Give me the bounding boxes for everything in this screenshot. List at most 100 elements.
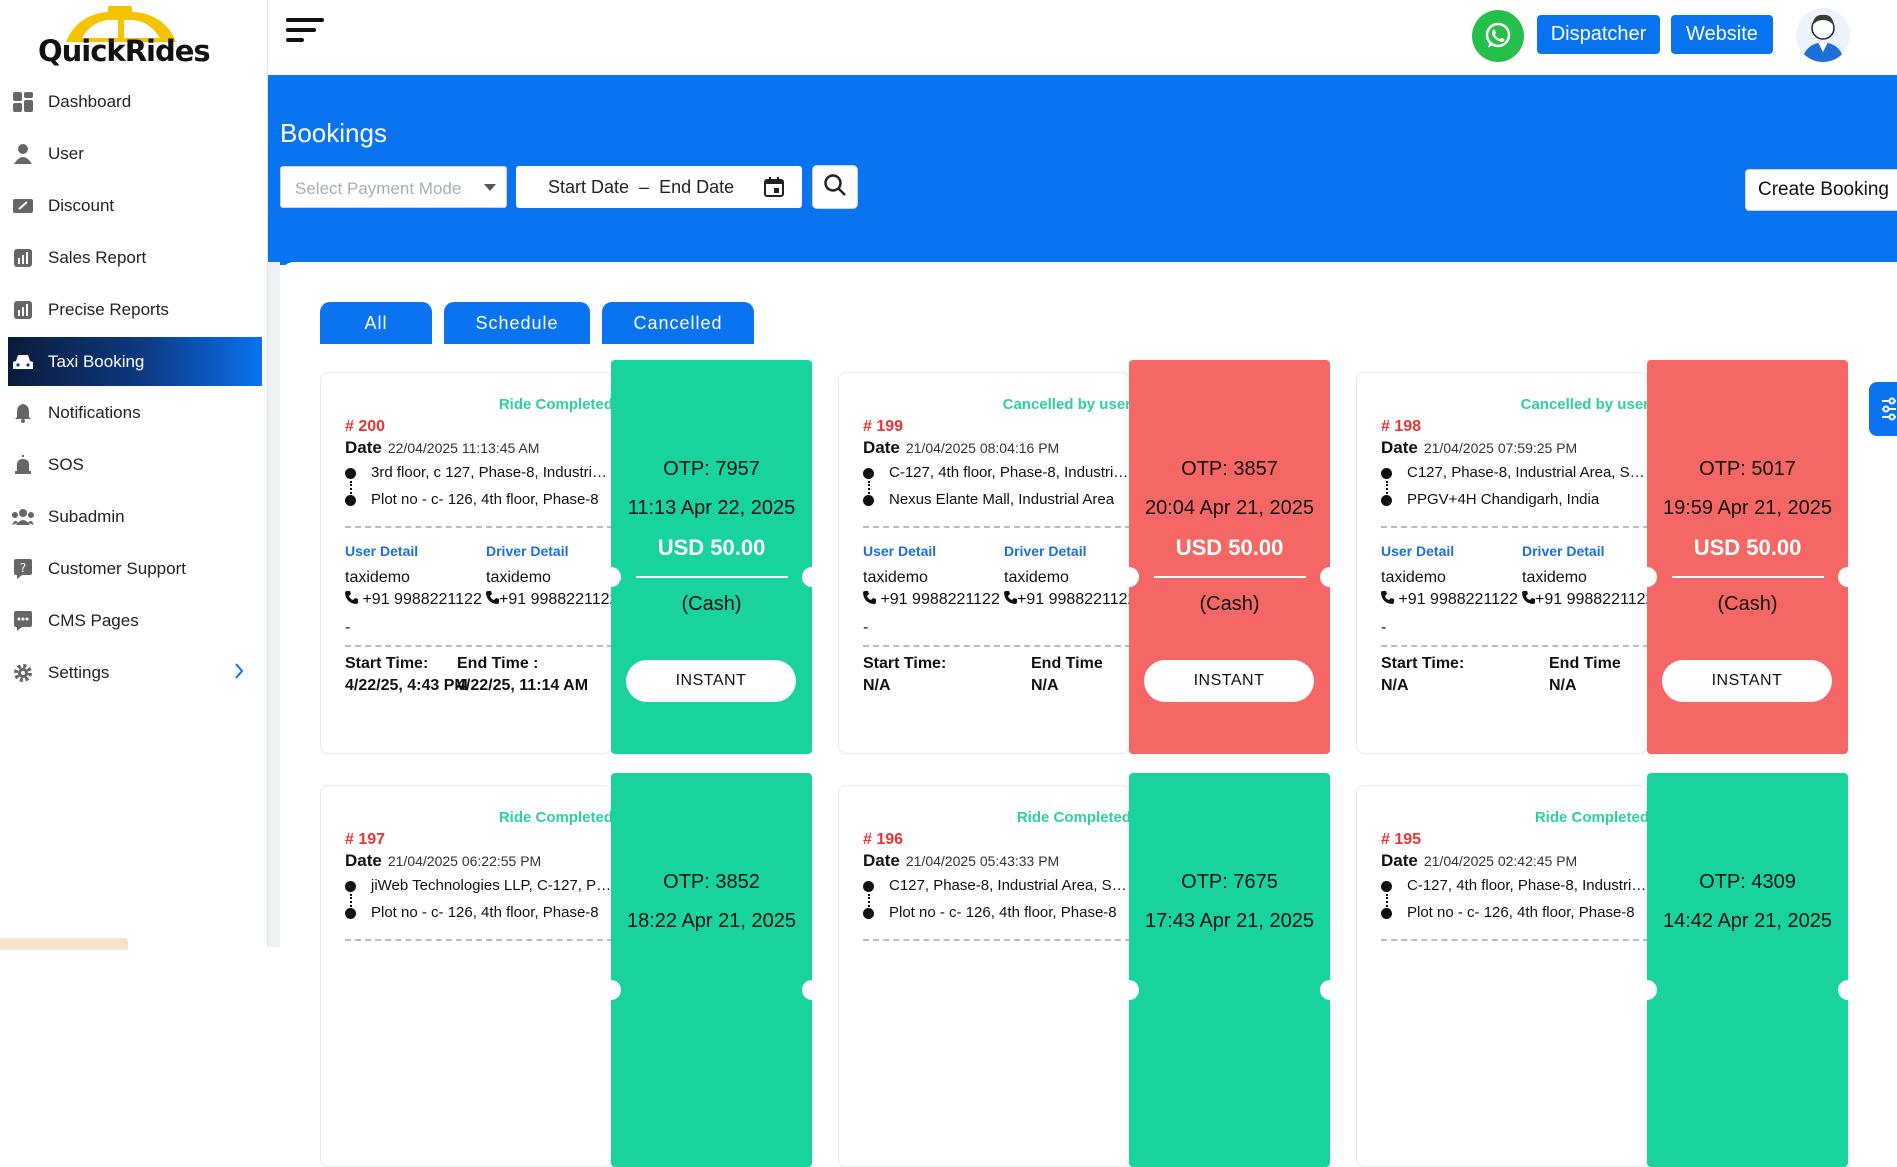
driver-phone-number: +91 9988221122 [499,591,612,608]
driver-name: taxidemo [1004,569,1069,586]
driver-detail-label: Driver Detail [1522,543,1605,559]
sidebar-item-dashboard[interactable]: Dashboard [8,76,262,128]
booking-time: 18:22 Apr 21, 2025 [626,910,797,932]
start-time-label: Start Time: [345,655,429,672]
avatar[interactable] [1796,8,1850,62]
calendar-icon[interactable] [764,177,784,202]
sidebar-item-sales-report[interactable]: Sales Report [8,232,262,284]
booking-id: # 198 [1381,418,1422,435]
otp-code: OTP: 3852 [663,871,760,893]
end-time-value: N/A [1549,677,1577,694]
sidebar-item-cms-pages[interactable]: CMS Pages [8,595,262,647]
sidebar-item-notifications[interactable]: Notifications [8,387,262,439]
date-range-picker[interactable]: Start Date – End Date [516,166,802,208]
pickup-address: C-127, 4th floor, Phase-8, Industrial Ar… [889,464,1129,481]
help-icon: ? [12,558,34,580]
booking-time: 20:04 Apr 21, 2025 [1144,497,1315,519]
pickup-location: C127, Phase-8, Industrial Area, Sahibzad… [863,877,1129,894]
driver-phone-number: +91 9988221122 [1017,591,1130,608]
sidebar-item-settings[interactable]: Settings [8,647,262,699]
dispatcher-button[interactable]: Dispatcher [1537,15,1660,54]
driver-phone: +91 9988221122 [1004,591,1130,609]
bell-icon [12,402,34,424]
sidebar-item-label: SOS [48,455,84,474]
booking-status: Ride Completed [498,809,612,826]
route-line [350,481,352,501]
sidebar-item-subadmin[interactable]: Subadmin [8,491,262,543]
booking-summary: OTP: 5017 19:59 Apr 21, 2025 USD 50.00 (… [1637,360,1858,754]
driver-phone-number: +91 9988221122 [1535,591,1648,608]
booking-time: 17:43 Apr 21, 2025 [1144,910,1315,932]
date-label: Date [345,438,382,457]
booking-summary: OTP: 7675 17:43 Apr 21, 2025 [1119,773,1340,1167]
start-date-field[interactable]: Start Date [548,176,630,197]
sidebar-item-label: Taxi Booking [48,351,145,371]
ticket-notch [1119,980,1139,1000]
route-line [1386,481,1388,501]
date-value: 21/04/2025 05:43:33 PM [905,853,1060,869]
divider [345,526,611,528]
search-button[interactable] [812,165,858,209]
sidebar-item-precise-reports[interactable]: Precise Reports [8,284,262,336]
drop-dot-icon [345,908,356,919]
pickup-dot-icon [1381,881,1392,892]
payment-mode-placeholder: Select Payment Mode [295,179,462,198]
phone-icon [1522,591,1535,608]
drop-address: Plot no - c- 126, 4th floor, Phase-8 [371,491,599,508]
route-line [1386,894,1388,914]
notes-value: - [863,619,869,636]
svg-text:?: ? [20,561,26,575]
divider [1154,576,1306,578]
tab-schedule[interactable]: Schedule [444,302,590,344]
booking-card[interactable]: Ride Completed # 200 Date 22/04/2025 11:1… [320,360,822,754]
payment-mode-select[interactable]: Select Payment Mode [280,166,507,208]
date-value: 21/04/2025 06:22:55 PM [387,853,542,869]
booking-card[interactable]: Ride Completed # 197 Date 21/04/2025 06:2… [320,773,822,1167]
booking-summary: OTP: 7957 11:13 Apr 22, 2025 USD 50.00 (… [601,360,822,754]
booking-card[interactable]: Cancelled by user # 198 Date 21/04/2025 0… [1356,360,1858,754]
website-button[interactable]: Website [1671,15,1773,54]
booking-tabs: All Schedule Cancelled [320,302,766,344]
driver-name: taxidemo [1522,569,1587,586]
booking-card[interactable]: Ride Completed # 195 Date 21/04/2025 02:4… [1356,773,1858,1167]
user-phone-number: +91 9988221122 [362,591,482,608]
pickup-location: C-127, 4th floor, Phase-8, Industrial Ar… [1381,877,1647,894]
ticket-notch [1637,567,1657,587]
pickup-location: 3rd floor, c 127, Phase-8, Industrial Ar… [345,464,611,481]
end-date-field[interactable]: End Date [659,176,735,197]
notes-value: - [345,619,351,636]
date-value: 22/04/2025 11:13:45 AM [387,440,540,456]
tab-all[interactable]: All [320,302,432,344]
booking-card[interactable]: Ride Completed # 196 Date 21/04/2025 05:4… [838,773,1340,1167]
booking-details: Cancelled by user # 199 Date 21/04/2025 0… [838,372,1130,754]
booking-card[interactable]: Cancelled by user # 199 Date 21/04/2025 0… [838,360,1340,754]
payment-mode: (Cash) [1717,593,1778,615]
drop-location: Plot no - c- 126, 4th floor, Phase-8 [345,491,611,508]
sidebar-item-discount[interactable]: Discount [8,180,262,232]
menu-toggle-icon[interactable] [286,18,326,50]
tab-cancelled[interactable]: Cancelled [602,302,754,344]
sidebar-item-taxi-booking[interactable]: Taxi Booking [8,337,262,386]
booking-status: Ride Completed [1534,809,1648,826]
end-time-label: End Time [1031,655,1103,672]
user-detail-label: User Detail [1381,543,1455,559]
divider [345,939,611,941]
whatsapp-icon[interactable] [1472,10,1524,62]
sidebar-item-sos[interactable]: SOS [8,439,262,491]
user-phone: +91 9988221122 [863,591,1000,609]
filter-sliders-icon[interactable] [1869,382,1897,436]
divider [1381,526,1647,528]
ride-type-button[interactable]: INSTANT [1144,660,1314,702]
route-line [868,481,870,501]
sidebar-item-user[interactable]: User [8,128,262,180]
quickrides-logo[interactable]: QuickRides [36,6,211,68]
user-icon [12,143,34,165]
create-booking-button[interactable]: Create Booking [1745,169,1897,211]
user-phone-number: +91 9988221122 [1398,591,1518,608]
ride-type-button[interactable]: INSTANT [1662,660,1832,702]
taxi-roof-icon [66,6,176,42]
start-time-label: Start Time: [863,655,947,672]
sidebar-item-customer-support[interactable]: ? Customer Support [8,543,262,595]
ride-type-button[interactable]: INSTANT [626,660,796,702]
drop-location: Plot no - c- 126, 4th floor, Phase-8 [1381,904,1647,921]
